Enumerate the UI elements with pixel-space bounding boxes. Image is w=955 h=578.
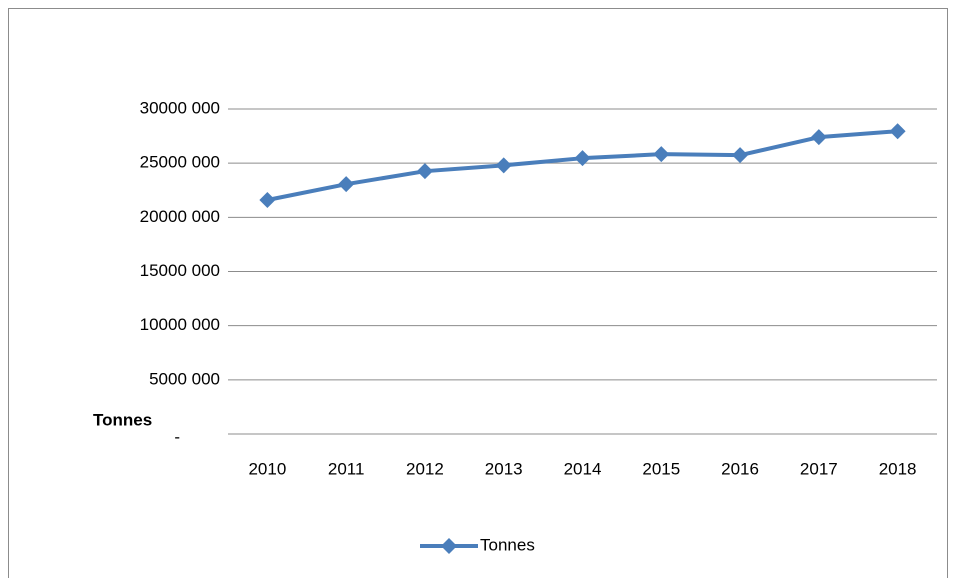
marker (810, 129, 827, 146)
x-tick-label: 2017 (800, 459, 838, 478)
marker (574, 150, 591, 167)
x-tick-label: 2016 (721, 459, 759, 478)
x-tick-label: 2018 (879, 459, 917, 478)
x-tick-label: 2011 (328, 459, 365, 478)
legend-label: Tonnes (480, 535, 535, 554)
x-tick-label: 2010 (248, 459, 286, 478)
marker (732, 147, 749, 164)
y-tick-label: 20000 000 (140, 207, 220, 226)
y-tick-label: 30000 000 (140, 98, 220, 117)
marker (495, 157, 512, 174)
y-tick-label: 25000 000 (140, 153, 220, 172)
y-tick-label: 15000 000 (140, 261, 220, 280)
x-tick-label: 2013 (485, 459, 523, 478)
y-axis-label: Tonnes (93, 410, 152, 429)
marker (259, 192, 276, 208)
y-tick-label: 5000 000 (149, 369, 220, 388)
x-tick-label: 2014 (564, 459, 602, 478)
chart-frame (8, 8, 948, 578)
marker (653, 146, 670, 163)
marker (889, 123, 906, 140)
marker (338, 176, 355, 193)
marker (416, 163, 433, 180)
x-tick-label: 2012 (406, 459, 444, 478)
y-tick-label: 10000 000 (140, 315, 220, 334)
legend-marker (441, 538, 457, 554)
y-tick-label: - (174, 427, 180, 446)
x-tick-label: 2015 (642, 459, 680, 478)
